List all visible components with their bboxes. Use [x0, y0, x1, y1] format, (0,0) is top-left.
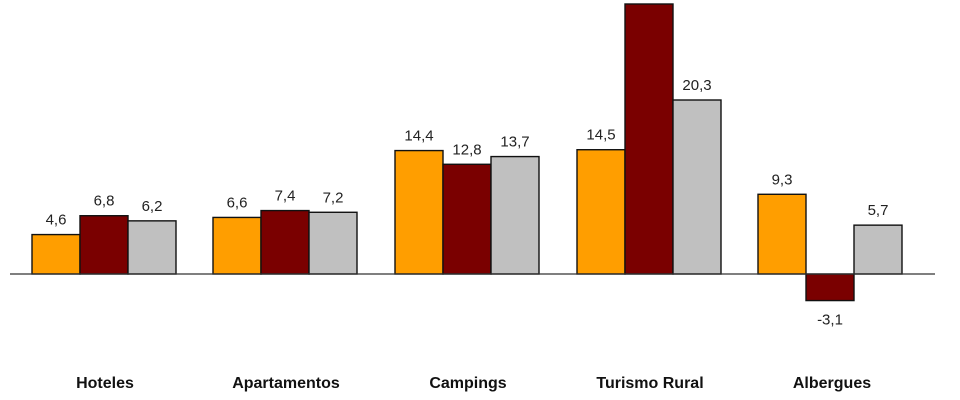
bar-apartamentos-series-1 [212, 216, 262, 275]
data-label-campings-series-3: 13,7 [500, 134, 529, 151]
bar-campings-series-2 [442, 163, 492, 275]
bar-albergues-series-3 [853, 224, 903, 275]
data-label-albergues-series-2: -3,1 [817, 312, 843, 329]
data-label-campings-series-2: 12,8 [452, 141, 481, 158]
data-label-turismo-rural-series-3: 20,3 [682, 77, 711, 94]
data-labels-layer: 4,6 6,8 6,2 6,6 7,4 7,2 14,4 12,8 13,7 14,5 20,3 9,… [46, 77, 889, 329]
category-label-apartamentos: Apartamentos [232, 375, 340, 392]
data-label-hoteles-series-2: 6,8 [94, 193, 115, 210]
bar-apartamentos-series-2 [260, 209, 310, 275]
data-label-apartamentos-series-3: 7,2 [323, 189, 344, 206]
bar-albergues-series-1 [757, 193, 807, 275]
bar-albergues-series-2 [805, 273, 855, 302]
category-label-hoteles: Hoteles [76, 375, 134, 392]
data-label-turismo-rural-series-1: 14,5 [586, 127, 615, 144]
category-label-campings: Campings [429, 375, 506, 392]
bar-turismo-rural-series-1 [576, 149, 626, 275]
bar-hoteles-series-1 [31, 233, 81, 275]
bar-hoteles-series-2 [79, 215, 129, 275]
data-label-albergues-series-3: 5,7 [868, 202, 889, 219]
bar-campings-series-1 [394, 149, 444, 275]
bar-turismo-rural-series-2 [624, 3, 674, 275]
data-label-campings-series-1: 14,4 [404, 128, 433, 145]
bar-campings-series-3 [490, 155, 540, 275]
category-labels-layer: Hoteles Apartamentos Campings Turismo Rural… [76, 375, 871, 392]
data-label-hoteles-series-1: 4,6 [46, 212, 67, 229]
bar-apartamentos-series-3 [308, 211, 358, 275]
data-label-apartamentos-series-1: 6,6 [227, 194, 248, 211]
category-label-albergues: Albergues [793, 375, 871, 392]
bar-hoteles-series-3 [127, 220, 177, 275]
bars-layer [31, 3, 903, 302]
bar-turismo-rural-series-3 [672, 99, 722, 275]
data-label-albergues-series-1: 9,3 [772, 171, 793, 188]
data-label-apartamentos-series-2: 7,4 [275, 188, 296, 205]
data-label-hoteles-series-3: 6,2 [142, 198, 163, 215]
category-label-turismo-rural: Turismo Rural [596, 375, 703, 392]
